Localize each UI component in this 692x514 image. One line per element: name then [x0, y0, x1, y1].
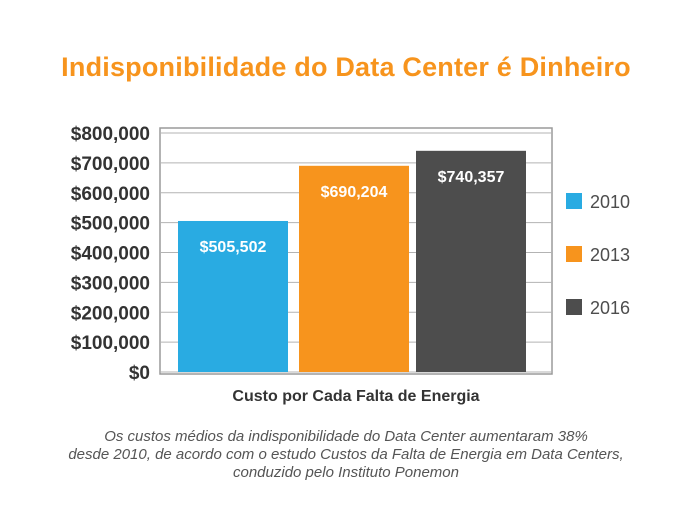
- bar-value-labels: $505,502 $690,204 $740,357: [200, 169, 505, 256]
- legend-swatch: [566, 246, 582, 262]
- caption-line: desde 2010, de acordo com o estudo Custo…: [68, 446, 624, 463]
- caption: Os custos médios da indisponibilidade do…: [0, 428, 692, 482]
- y-tick-label: $300,000: [71, 273, 150, 294]
- legend-swatch: [566, 299, 582, 315]
- bars: [178, 150, 526, 372]
- bar-2016: [416, 150, 526, 372]
- legend: 2010 2013 2016: [566, 192, 630, 318]
- y-tick-label: $200,000: [71, 303, 150, 324]
- bar-2010: [178, 220, 288, 372]
- legend-label: 2013: [590, 245, 630, 265]
- caption-line: conduzido pelo Instituto Ponemon: [233, 464, 459, 481]
- legend-swatch: [566, 193, 582, 209]
- bar-2013: [299, 165, 409, 372]
- y-tick-label: $600,000: [71, 184, 150, 205]
- legend-label: 2010: [590, 192, 630, 212]
- y-tick-label: $800,000: [71, 124, 150, 145]
- x-axis-label: Custo por Cada Falta de Energia: [232, 388, 479, 405]
- y-tick-label: $100,000: [71, 333, 150, 354]
- bar-value-label: $505,502: [200, 239, 267, 256]
- y-tick-label: $500,000: [71, 214, 150, 235]
- bar-value-label: $690,204: [321, 184, 388, 201]
- legend-label: 2016: [590, 298, 630, 318]
- caption-line: Os custos médios da indisponibilidade do…: [104, 428, 588, 445]
- y-tick-label: $0: [129, 363, 150, 384]
- y-axis-tick-labels: $0 $100,000 $200,000 $300,000 $400,000 $500,0…: [71, 124, 150, 384]
- y-tick-label: $700,000: [71, 154, 150, 175]
- y-tick-label: $400,000: [71, 244, 150, 265]
- bar-value-label: $740,357: [438, 169, 505, 186]
- chart-title: Indisponibilidade do Data Center é Dinhe…: [61, 52, 631, 82]
